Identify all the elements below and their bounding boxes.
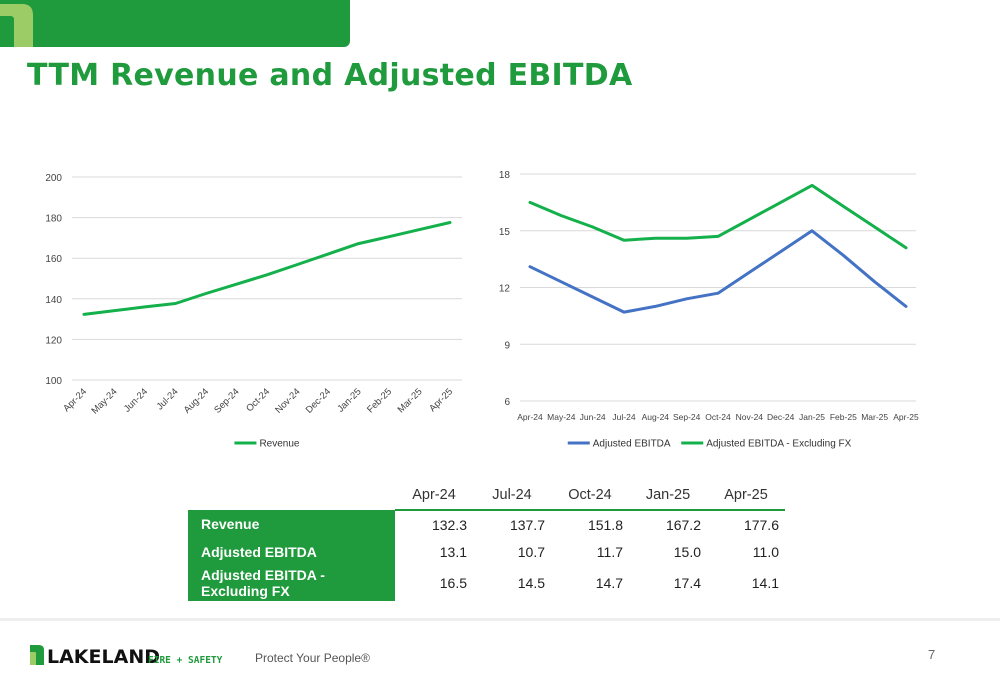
- table-cell: 17.4: [673, 575, 701, 591]
- x-tick-label: Feb-25: [830, 412, 857, 422]
- x-tick-label: Apr-24: [517, 412, 543, 422]
- table-cell: 13.1: [439, 543, 467, 560]
- x-tick-label: May-24: [547, 412, 576, 422]
- revenue-chart: 100 120 140 160 180 200 Apr-24 May-24 Jun-24 Jul-…: [45, 173, 462, 450]
- y-tick-label: 12: [499, 284, 511, 295]
- page-title: TTM Revenue and Adjusted EBITDA: [27, 58, 633, 93]
- page-number: 7: [928, 647, 936, 662]
- table-cell: 16.5: [439, 575, 467, 591]
- table-cell: 14.7: [595, 575, 623, 591]
- legend-label: Revenue: [259, 439, 299, 450]
- x-tick-label: Jan-25: [799, 412, 825, 422]
- x-tick-label: Nov-24: [736, 412, 764, 422]
- x-tick-label: Aug-24: [642, 412, 670, 422]
- y-tick-label: 140: [45, 295, 62, 306]
- x-tick-label: Sep-24: [212, 386, 241, 415]
- x-tick-label: Mar-25: [861, 412, 888, 422]
- series-line: [82, 221, 452, 316]
- table-cell: 11.0: [752, 543, 779, 560]
- y-tick-label: 9: [504, 340, 510, 351]
- x-tick-label: Jul-24: [155, 386, 181, 412]
- row-label: Adjusted EBITDA: [188, 538, 395, 565]
- table-cell: 10.7: [517, 543, 545, 560]
- x-tick-label: Apr-24: [61, 386, 89, 414]
- row-label: Adjusted EBITDA - Excluding FX: [188, 565, 395, 601]
- row-label: Revenue: [188, 510, 395, 538]
- brand-mark-icon: [0, 4, 33, 47]
- tagline: Protect Your People®: [255, 651, 370, 665]
- column-header: Oct-24: [551, 481, 629, 511]
- table-cell: 14.5: [517, 575, 545, 591]
- y-tick-label: 6: [504, 397, 510, 408]
- y-tick-label: 18: [499, 170, 511, 181]
- table-cell: 167.2: [665, 516, 701, 533]
- table-cell: 11.7: [596, 543, 623, 560]
- logo-wordmark: LAKELAND: [47, 646, 160, 666]
- summary-table: Apr-24 Jul-24 Oct-24 Jan-25 Apr-25 Reven…: [188, 481, 785, 601]
- table-cell: 177.6: [743, 516, 779, 533]
- table-row: Adjusted EBITDA - Excluding FX 16.5 14.5…: [188, 565, 785, 601]
- header-bar: [0, 0, 350, 47]
- table-cell: 132.3: [431, 516, 467, 533]
- column-header: Jul-24: [473, 481, 551, 511]
- x-tick-label: Jun-24: [122, 386, 150, 414]
- x-tick-label: Oct-24: [705, 412, 731, 422]
- x-tick-label: Jun-24: [580, 412, 606, 422]
- column-header: Apr-25: [707, 481, 785, 511]
- legend-label: Adjusted EBITDA: [593, 439, 671, 450]
- series-line: [528, 183, 908, 250]
- column-header: Jan-25: [629, 481, 707, 511]
- table-corner: [188, 481, 395, 510]
- y-tick-label: 160: [45, 254, 62, 265]
- table-header-row: Apr-24 Jul-24 Oct-24 Jan-25 Apr-25: [188, 481, 785, 511]
- ebitda-chart: 6 9 12 15 18 Apr-24 May-24 Jun-24 Jul-24 Aug-24 Se…: [499, 170, 919, 450]
- series-line: [528, 229, 908, 314]
- footer-divider: [0, 618, 1000, 621]
- table-row: Adjusted EBITDA 13.1 10.7 11.7 15.0 11.0: [188, 538, 785, 565]
- y-tick-label: 180: [45, 214, 62, 225]
- table-cell: 15.0: [673, 543, 701, 560]
- table-cell: 14.1: [751, 575, 779, 591]
- table-row: Revenue 132.3 137.7 151.8 167.2 177.6: [188, 510, 785, 538]
- x-tick-label: Feb-25: [365, 386, 394, 415]
- logo-subtitle: FIRE + SAFETY: [148, 655, 223, 666]
- y-tick-label: 200: [45, 173, 62, 184]
- x-tick-label: Oct-24: [244, 386, 272, 414]
- lakeland-logo: LAKELAND FIRE + SAFETY: [30, 645, 223, 666]
- column-header: Apr-24: [395, 481, 473, 511]
- y-tick-label: 100: [45, 376, 62, 387]
- y-tick-label: 120: [45, 335, 62, 346]
- x-tick-label: Jan-25: [335, 386, 363, 414]
- x-tick-label: Aug-24: [182, 386, 211, 415]
- table-cell: 137.7: [509, 516, 545, 533]
- x-tick-label: Sep-24: [673, 412, 701, 422]
- y-tick-label: 15: [499, 227, 511, 238]
- x-tick-label: May-24: [89, 386, 119, 416]
- x-tick-label: Nov-24: [273, 386, 302, 415]
- x-tick-label: Apr-25: [427, 386, 455, 414]
- x-tick-label: Dec-24: [767, 412, 795, 422]
- x-tick-label: Jul-24: [612, 412, 635, 422]
- legend-label: Adjusted EBITDA - Excluding FX: [706, 439, 851, 450]
- table-cell: 151.8: [587, 516, 623, 533]
- x-tick-label: Dec-24: [304, 386, 333, 415]
- x-tick-label: Mar-25: [396, 386, 425, 415]
- x-tick-label: Apr-25: [893, 412, 919, 422]
